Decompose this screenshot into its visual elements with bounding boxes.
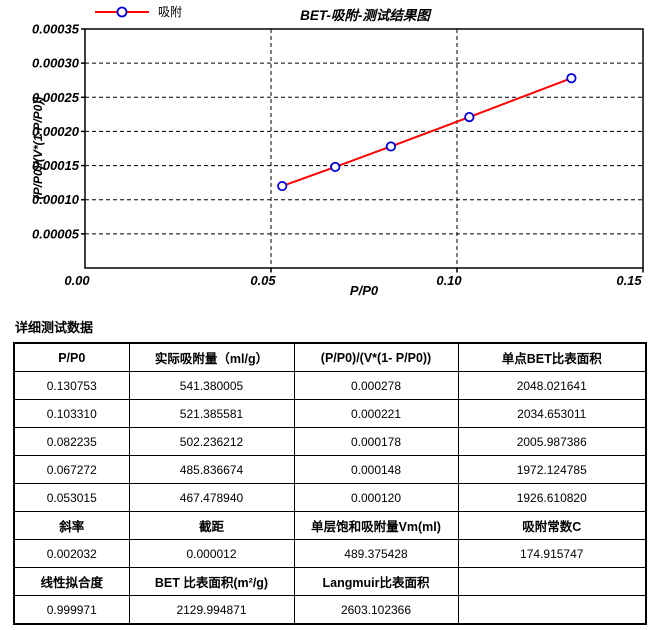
x-tick-label: 0.15 [616,273,642,288]
table-row: 0.067272 485.836674 0.000148 1972.124785 [13,455,647,484]
table-cell: 0.103310 [13,399,130,428]
table-row: 0.002032 0.000012 489.375428 174.915747 [13,539,647,568]
table-header-cell: BET 比表面积(m²/g) [128,567,295,596]
table-header-row: 线性拟合度 BET 比表面积(m²/g) Langmuir比表面积 [13,567,647,596]
y-tick-label: 0.00035 [32,22,80,37]
table-header-row: 斜率 截距 单层饱和吸附量Vm(ml) 吸附常数C [13,511,647,540]
table-header-cell: (P/P0)/(V*(1- P/P0)) [293,342,459,372]
table-cell: 1972.124785 [457,455,647,484]
table-cell: 0.130753 [13,371,130,400]
table-row: 0.082235 502.236212 0.000178 2005.987386 [13,427,647,456]
table-cell: 174.915747 [457,539,647,568]
data-point-marker [277,180,288,192]
table-cell: 541.380005 [128,371,295,400]
table-cell: 2129.994871 [128,595,295,625]
table-row: 0.053015 467.478940 0.000120 1926.610820 [13,483,647,512]
table-row: 0.103310 521.385581 0.000221 2034.653011 [13,399,647,428]
x-tick-label: 0.00 [64,273,90,288]
table-header-cell: 实际吸附量（ml/g） [128,342,295,372]
chart-title: BET-吸附-测试结果图 [300,8,430,23]
table-cell: 0.000278 [293,371,459,400]
table-cell: 0.000120 [293,483,459,512]
table-header-cell: 吸附常数C [457,511,647,540]
table-header-cell: 截距 [128,511,295,540]
detailed-test-data-table: P/P0 实际吸附量（ml/g） (P/P0)/(V*(1- P/P0)) 单点BET… [13,342,647,625]
legend-series-marker-icon [95,6,149,17]
y-tick-label: 0.00025 [32,90,80,105]
table-cell: 2034.653011 [457,399,647,428]
data-point-marker [566,73,577,84]
data-point-marker [385,141,397,152]
legend-series-label: 吸附 [158,5,183,19]
table-heading: 详细测试数据 [15,320,94,335]
y-tick-label: 0.00010 [32,192,80,207]
table-cell: 0.067272 [13,455,130,484]
table-cell [457,595,647,625]
table-cell: 467.478940 [128,483,295,512]
table-cell: 0.000148 [293,455,459,484]
table-cell: 2048.021641 [457,371,647,400]
chart-legend: 吸附 [93,3,182,20]
table-header-cell [457,567,647,596]
table-cell: 1926.610820 [457,483,647,512]
y-tick-label: 0.00020 [32,124,80,139]
table-cell: 485.836674 [128,455,295,484]
y-tick-label: 0.00005 [32,226,80,241]
data-point-marker [464,111,475,123]
chart-plot-area: 0.000050.000100.000150.000200.000250.000… [32,22,644,288]
table-cell: 0.000012 [128,539,295,568]
table-cell: 502.236212 [128,427,295,456]
table-header-row: P/P0 实际吸附量（ml/g） (P/P0)/(V*(1- P/P0)) 单点BET… [13,342,647,372]
table-cell: 489.375428 [293,539,459,568]
bet-chart: 0.00005 0.00010 0.00015 0.00020 0.00025 0.000… [0,0,663,312]
table-cell: 0.053015 [13,483,130,512]
y-axis-title: (P/P0)/(V*(1-P/P0)) [31,96,45,200]
table-header-cell: 单层饱和吸附量Vm(ml) [293,511,459,540]
series-line [281,77,572,187]
table-cell: 521.385581 [128,399,295,428]
table-row: 0.130753 541.380005 0.000278 2048.021641 [13,371,647,400]
plot-border [84,28,644,269]
table-cell: 2005.987386 [457,427,647,456]
table-header-cell: 线性拟合度 [13,567,130,596]
data-point-marker [330,161,341,173]
table-cell: 0.999971 [13,595,130,625]
table-cell: 0.002032 [13,539,130,568]
table-header-cell: 斜率 [13,511,130,540]
table-cell: 2603.102366 [293,595,459,625]
table-header-cell: P/P0 [13,342,130,372]
table-cell: 0.082235 [13,427,130,456]
x-axis-title: P/P0 [349,283,379,298]
table-header-cell: Langmuir比表面积 [293,567,459,596]
table-cell: 0.000178 [293,427,459,456]
table-cell: 0.000221 [293,399,459,428]
table-row: 0.999971 2129.994871 2603.102366 [13,595,647,625]
table-header-cell: 单点BET比表面积 [457,342,647,372]
x-tick-label: 0.10 [436,273,462,288]
x-tick-label: 0.05 [250,273,276,288]
y-tick-label: 0.00015 [32,158,80,173]
y-tick-label: 0.00030 [32,56,80,71]
